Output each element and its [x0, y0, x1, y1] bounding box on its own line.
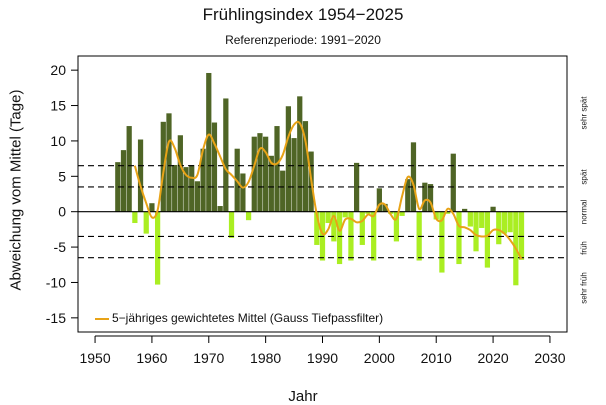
- bar-2013: [450, 153, 456, 212]
- plot-frame: [77, 55, 568, 333]
- bar-2016: [467, 211, 473, 227]
- bar-2012: [444, 211, 451, 214]
- x-tick-label: 2000: [364, 350, 395, 366]
- bar-1969: [200, 148, 206, 212]
- bar-1966: [183, 167, 189, 212]
- bar-1960: [149, 203, 155, 212]
- bar-1971: [211, 122, 218, 212]
- bar-1964: [172, 164, 178, 212]
- bar-2014: [456, 211, 462, 265]
- y-tick-label: 5: [58, 168, 66, 184]
- bar-1997: [359, 211, 365, 245]
- x-axis-label: Jahr: [288, 388, 318, 405]
- bar-2001: [382, 203, 388, 212]
- bar-1967: [189, 164, 195, 212]
- bar-1984: [285, 106, 291, 212]
- bar-2005: [405, 179, 411, 212]
- category-late: spät: [579, 169, 589, 185]
- bar-2021: [496, 211, 502, 245]
- bar-2022: [501, 211, 508, 234]
- category-very-early: sehr früh: [579, 272, 589, 304]
- bar-2003: [393, 211, 400, 242]
- x-tick-label: 1970: [193, 350, 224, 366]
- bar-1973: [223, 98, 229, 212]
- bar-1979: [257, 133, 263, 212]
- bar-2020: [490, 206, 496, 212]
- bar-1965: [177, 135, 183, 212]
- bar-2025: [518, 211, 525, 260]
- x-tick-label: 1960: [136, 350, 167, 366]
- legend-label: 5−jähriges gewichtetes Mittel (Gauss Tie…: [112, 311, 384, 325]
- bar-1956: [126, 126, 132, 212]
- bar-2015: [462, 208, 468, 212]
- legend-line-swatch: [95, 318, 109, 320]
- x-tick-label: 2030: [534, 350, 565, 366]
- bar-1976: [240, 173, 246, 212]
- x-tick-label: 2020: [478, 350, 509, 366]
- category-very-late: sehr spät: [579, 96, 589, 130]
- y-tick-label: 10: [50, 133, 66, 149]
- bar-2010: [433, 211, 439, 220]
- bar-1981: [268, 155, 274, 212]
- x-tick-label: 1980: [250, 350, 281, 366]
- bar-1954: [115, 162, 121, 212]
- bar-2019: [484, 211, 491, 268]
- bar-1998: [365, 211, 371, 214]
- bar-2018: [479, 211, 485, 228]
- bar-1977: [245, 211, 252, 221]
- category-early: früh: [579, 241, 589, 255]
- bar-1992: [331, 211, 337, 242]
- bar-2009: [427, 184, 434, 212]
- bar-1982: [274, 126, 280, 212]
- bar-2023: [507, 211, 513, 233]
- bar-1994: [342, 211, 348, 218]
- bar-2017: [473, 211, 479, 252]
- bar-2004: [399, 211, 405, 216]
- bar-1993: [336, 211, 343, 265]
- x-tick-label: 1950: [79, 350, 110, 366]
- y-tick-label: -10: [46, 274, 66, 290]
- y-tick-label: -15: [46, 310, 66, 326]
- bar-1983: [280, 170, 286, 212]
- bar-1996: [354, 162, 360, 212]
- y-tick-label: -5: [54, 239, 67, 255]
- y-tick-label: 15: [50, 98, 66, 114]
- smooth-line: [133, 120, 523, 260]
- bar-1963: [166, 113, 172, 212]
- bar-1970: [206, 72, 212, 212]
- bar-1959: [143, 211, 149, 234]
- bar-1961: [154, 211, 161, 285]
- bar-1978: [251, 136, 257, 212]
- chart-subtitle: Referenzperiode: 1991−2020: [225, 33, 381, 47]
- y-tick-label: 20: [50, 62, 66, 78]
- y-tick-label: 0: [58, 204, 66, 220]
- x-tick-label: 1990: [307, 350, 338, 366]
- bar-2011: [439, 211, 445, 273]
- bar-2008: [422, 182, 428, 212]
- bar-2000: [376, 188, 382, 212]
- bar-1972: [217, 206, 223, 212]
- bar-1985: [291, 138, 297, 212]
- bar-1987: [302, 121, 309, 212]
- bar-1968: [194, 181, 201, 212]
- y-axis-label: Abweichung vom Mittel (Tage): [7, 89, 25, 291]
- chart-title: Frühlingsindex 1954−2025: [202, 5, 404, 24]
- bar-1974: [228, 211, 235, 238]
- bar-1957: [132, 211, 138, 224]
- category-normal: normal: [579, 199, 589, 225]
- bar-1989: [314, 211, 320, 245]
- bar-1986: [297, 96, 303, 212]
- bar-2006: [410, 142, 417, 212]
- bar-1991: [325, 211, 331, 224]
- x-tick-label: 2010: [421, 350, 452, 366]
- bar-1958: [137, 139, 144, 212]
- bar-1955: [120, 150, 127, 212]
- bar-1980: [263, 136, 269, 212]
